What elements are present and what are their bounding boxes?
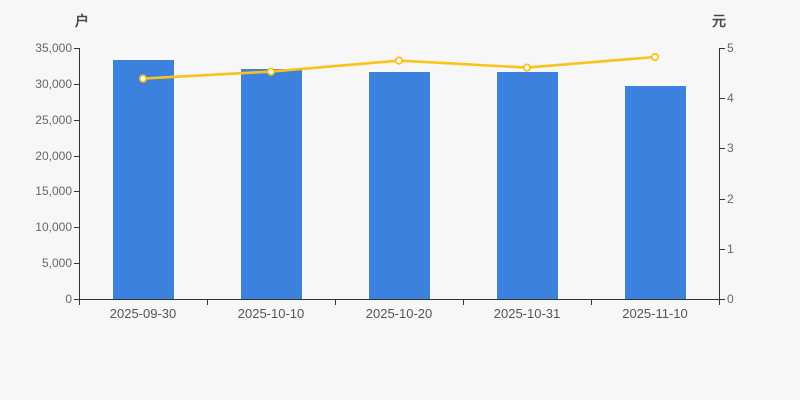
y-axis-left-tick-label: 10,000	[35, 220, 72, 234]
y-axis-left-tick-label: 15,000	[35, 184, 72, 198]
household-count-bar[interactable]	[369, 71, 430, 299]
y-axis-left-tick	[74, 84, 79, 85]
household-count-bar[interactable]	[497, 72, 558, 299]
price-line-marker[interactable]	[522, 63, 532, 72]
price-line-marker[interactable]	[138, 74, 148, 83]
y-axis-left-tick-label: 35,000	[35, 41, 72, 55]
y-axis-right-tick	[720, 48, 725, 49]
y-axis-right-tick	[720, 199, 725, 200]
y-axis-left-tick	[74, 120, 79, 121]
x-axis-category-label: 2025-09-30	[109, 306, 177, 321]
y-axis-left-tick-label: 5,000	[41, 256, 72, 270]
x-axis-tick	[79, 300, 80, 305]
x-axis-category-label: 2025-10-10	[237, 306, 305, 321]
y-axis-left-tick	[74, 263, 79, 264]
y-axis-left-tick	[74, 191, 79, 192]
y-axis-left-tick-label: 25,000	[35, 113, 72, 127]
y-axis-right-tick	[720, 249, 725, 250]
x-axis-tick	[335, 300, 336, 305]
y-axis-left-tick	[74, 227, 79, 228]
y-axis-right-tick-label: 3	[727, 141, 734, 155]
y-axis-right-line	[719, 48, 720, 299]
y-axis-right-tick-label: 2	[727, 192, 734, 206]
price-line-marker[interactable]	[266, 67, 276, 76]
x-axis-category-label: 2025-11-10	[622, 306, 688, 321]
y-axis-left-tick-label: 0	[65, 292, 72, 306]
y-axis-left-line	[79, 48, 80, 299]
x-axis-tick	[719, 300, 720, 305]
y-axis-right-tick-label: 5	[727, 41, 734, 55]
y-axis-left-tick-label: 30,000	[35, 77, 72, 91]
y-axis-left-tick	[74, 156, 79, 157]
right-axis-unit-label: 元	[712, 13, 726, 29]
price-line-marker[interactable]	[650, 52, 660, 62]
household-count-bar[interactable]	[625, 86, 686, 299]
y-axis-right-tick-label: 0	[727, 292, 734, 306]
x-axis-tick	[463, 300, 464, 305]
x-axis-category-label: 2025-10-20	[365, 306, 433, 321]
y-axis-right-tick-label: 1	[727, 242, 734, 256]
y-axis-right-tick	[720, 148, 725, 149]
x-axis-tick	[207, 300, 208, 305]
x-axis-category-label: 2025-10-31	[493, 306, 561, 321]
price-line-marker[interactable]	[394, 56, 404, 65]
y-axis-left-tick	[74, 299, 79, 300]
household-count-bar[interactable]	[113, 60, 174, 299]
left-axis-unit-label: 户	[75, 13, 89, 29]
y-axis-left-tick	[74, 48, 79, 49]
x-axis-line	[79, 299, 720, 300]
y-axis-left-tick-label: 20,000	[35, 149, 72, 163]
household-count-bar[interactable]	[241, 68, 302, 299]
y-axis-right-tick-label: 4	[727, 91, 734, 105]
x-axis-tick	[591, 300, 592, 305]
y-axis-right-tick	[720, 299, 725, 300]
y-axis-right-tick	[720, 98, 725, 99]
